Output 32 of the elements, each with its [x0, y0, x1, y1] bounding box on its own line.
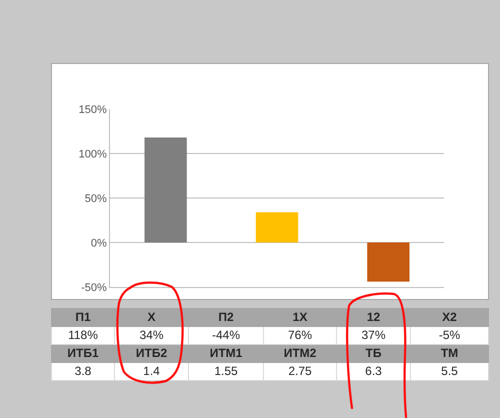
y-tick-label: -50%	[81, 282, 108, 294]
text: 76%	[288, 328, 312, 342]
text: 1.55	[214, 364, 238, 378]
y-tick-label: 50%	[84, 192, 108, 205]
text: 3.8	[74, 364, 92, 378]
text: 2.75	[288, 364, 312, 378]
text: 5.5	[441, 364, 458, 378]
category-label: ИТБ1	[52, 344, 114, 362]
category-label: 12	[336, 308, 410, 326]
bar	[144, 137, 187, 242]
text: -5%	[438, 328, 460, 342]
category-label: ТМ	[410, 344, 488, 362]
category-label: ТБ	[336, 344, 410, 362]
bar	[367, 242, 410, 282]
text: 34%	[139, 328, 164, 342]
bar	[256, 212, 298, 242]
category-label: X2	[410, 308, 488, 326]
y-tick-label: 150%	[78, 104, 108, 116]
category-label: X	[114, 308, 188, 326]
text: 1.4	[143, 364, 160, 378]
category-label: ИТМ1	[188, 344, 264, 362]
text: 37%	[361, 328, 386, 342]
category-label: П1	[52, 308, 114, 326]
text: -44%	[212, 328, 240, 342]
y-tick-label: 100%	[78, 148, 108, 160]
category-label: ИТБ2	[114, 344, 188, 362]
category-label: П2	[188, 308, 264, 326]
text: 6.3	[365, 364, 382, 378]
y-tick-label: 0%	[90, 237, 108, 250]
category-label: ИТМ2	[264, 344, 336, 362]
text: 118%	[68, 328, 98, 342]
category-label: 1X	[264, 308, 336, 326]
